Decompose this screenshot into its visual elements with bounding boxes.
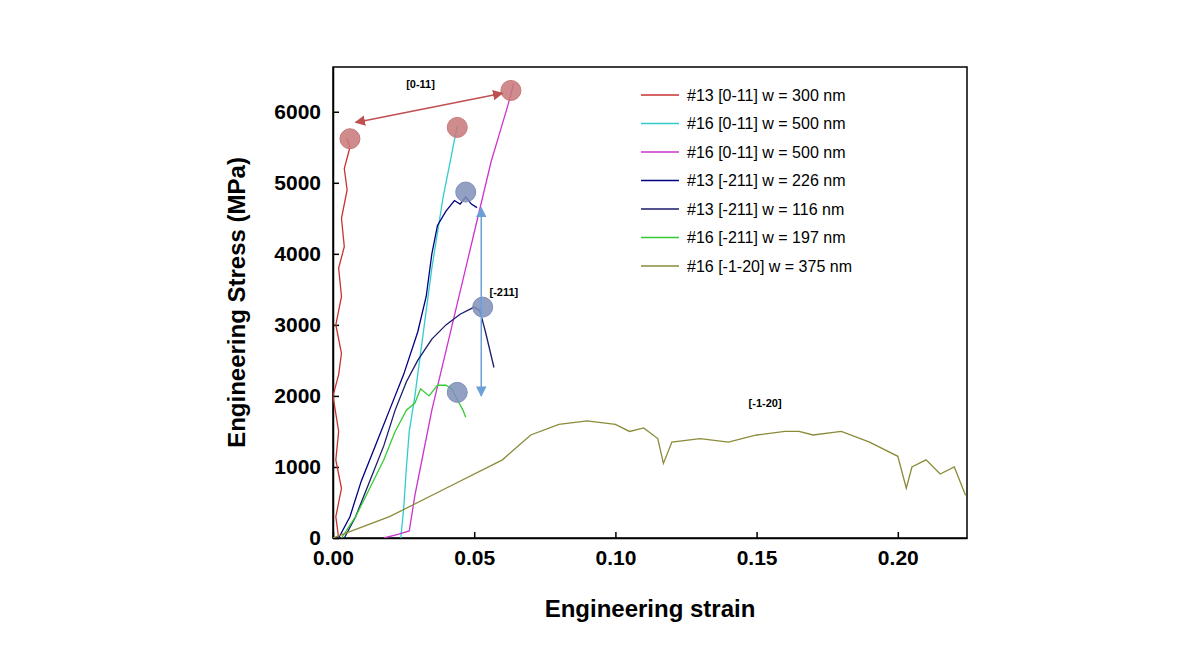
tick-label: 0 xyxy=(309,526,321,549)
tick: 3000 xyxy=(274,313,339,336)
tick: 0.15 xyxy=(737,532,778,569)
legend-entry: #13 [-211] w = 226 nm xyxy=(641,172,845,189)
series-line xyxy=(339,197,477,538)
fracture-marker xyxy=(473,297,493,317)
tick-label: 2000 xyxy=(274,384,321,407)
tick: 5000 xyxy=(274,171,339,194)
annotation-arrow xyxy=(481,208,483,396)
tick: 0.20 xyxy=(878,532,919,569)
x-axis: 0.00 0.05 0.10 0.15 0.20 xyxy=(313,532,967,569)
legend: #13 [0-11] w = 300 nm #16 [0-11] w = 500 … xyxy=(641,87,852,275)
series-line xyxy=(341,385,465,538)
legend-swatch xyxy=(641,123,679,125)
series-line xyxy=(333,421,966,538)
tick-mark xyxy=(333,183,339,185)
fracture-marker xyxy=(447,117,467,137)
annotation-arrow xyxy=(356,93,503,122)
legend-entry: #16 [0-11] w = 500 nm xyxy=(641,115,845,132)
tick-mark xyxy=(333,112,339,114)
fracture-marker xyxy=(501,80,521,100)
fracture-marker xyxy=(456,182,476,202)
tick: 0.10 xyxy=(595,532,636,569)
legend-label: #16 [-1-20] w = 375 nm xyxy=(687,258,852,275)
fracture-marker xyxy=(447,382,467,402)
tick-label: 0.15 xyxy=(737,546,778,569)
legend-entry: #16 [-1-20] w = 375 nm xyxy=(641,258,852,275)
tick-label: 0.10 xyxy=(595,546,636,569)
y-axis-title: Engineering Stress (MPa) xyxy=(223,157,250,448)
legend-label: #16 [0-11] w = 500 nm xyxy=(687,144,845,161)
series-line xyxy=(384,83,514,538)
tick: 0.05 xyxy=(454,532,495,569)
tick-label: 0.05 xyxy=(454,546,495,569)
tick-mark xyxy=(615,532,617,538)
legend-swatch xyxy=(641,265,679,267)
tick: 2000 xyxy=(274,384,339,407)
annotation: [-1-20] xyxy=(749,397,782,409)
tick-label: 0.20 xyxy=(878,546,919,569)
axis-line xyxy=(334,538,968,540)
tick-label: 0.00 xyxy=(313,546,354,569)
series-line xyxy=(333,139,350,538)
tick-label: 1000 xyxy=(274,455,321,478)
legend-swatch xyxy=(641,151,679,153)
tick: 4000 xyxy=(274,242,339,265)
legend-entry: #13 [-211] w = 116 nm xyxy=(641,201,844,218)
plot-frame xyxy=(333,67,967,538)
annotation: [0-11] xyxy=(406,78,435,90)
x-axis-title: Engineering strain xyxy=(545,595,756,622)
tick: 1000 xyxy=(274,455,339,478)
chart: 0.00 0.05 0.10 0.15 0.20 0 1000 2000 3000 4000 500… xyxy=(0,0,1190,647)
annotation: [-211] xyxy=(489,286,518,298)
tick-label: 3000 xyxy=(274,313,321,336)
legend-label: #13 [-211] w = 226 nm xyxy=(687,172,845,189)
tick-mark xyxy=(333,396,339,398)
legend-entry: #16 [-211] w = 197 nm xyxy=(641,229,845,246)
fracture-marker xyxy=(340,129,360,149)
legend-label: #13 [0-11] w = 300 nm xyxy=(687,87,845,104)
series-line xyxy=(344,307,494,538)
tick-mark xyxy=(333,254,339,256)
legend-entry: #16 [0-11] w = 500 nm xyxy=(641,144,845,161)
plot: 0.00 0.05 0.10 0.15 0.20 0 1000 2000 3000 4000 500… xyxy=(274,67,967,569)
y-axis: 0 1000 2000 3000 4000 5000 6000 xyxy=(274,68,339,550)
tick-label: 5000 xyxy=(274,171,321,194)
legend-swatch xyxy=(641,94,679,96)
data-area xyxy=(333,80,966,538)
tick-mark xyxy=(474,532,476,538)
legend-swatch xyxy=(641,180,679,182)
tick: 6000 xyxy=(274,100,339,123)
legend-label: #13 [-211] w = 116 nm xyxy=(687,201,844,218)
series-line xyxy=(401,126,457,538)
tick-label: 6000 xyxy=(274,100,321,123)
legend-swatch xyxy=(641,208,679,210)
legend-entry: #13 [0-11] w = 300 nm xyxy=(641,87,845,104)
legend-label: #16 [0-11] w = 500 nm xyxy=(687,115,845,132)
legend-swatch xyxy=(641,237,679,239)
tick-mark xyxy=(898,532,900,538)
tick-mark xyxy=(756,532,758,538)
legend-label: #16 [-211] w = 197 nm xyxy=(687,229,845,246)
tick-label: 4000 xyxy=(274,242,321,265)
